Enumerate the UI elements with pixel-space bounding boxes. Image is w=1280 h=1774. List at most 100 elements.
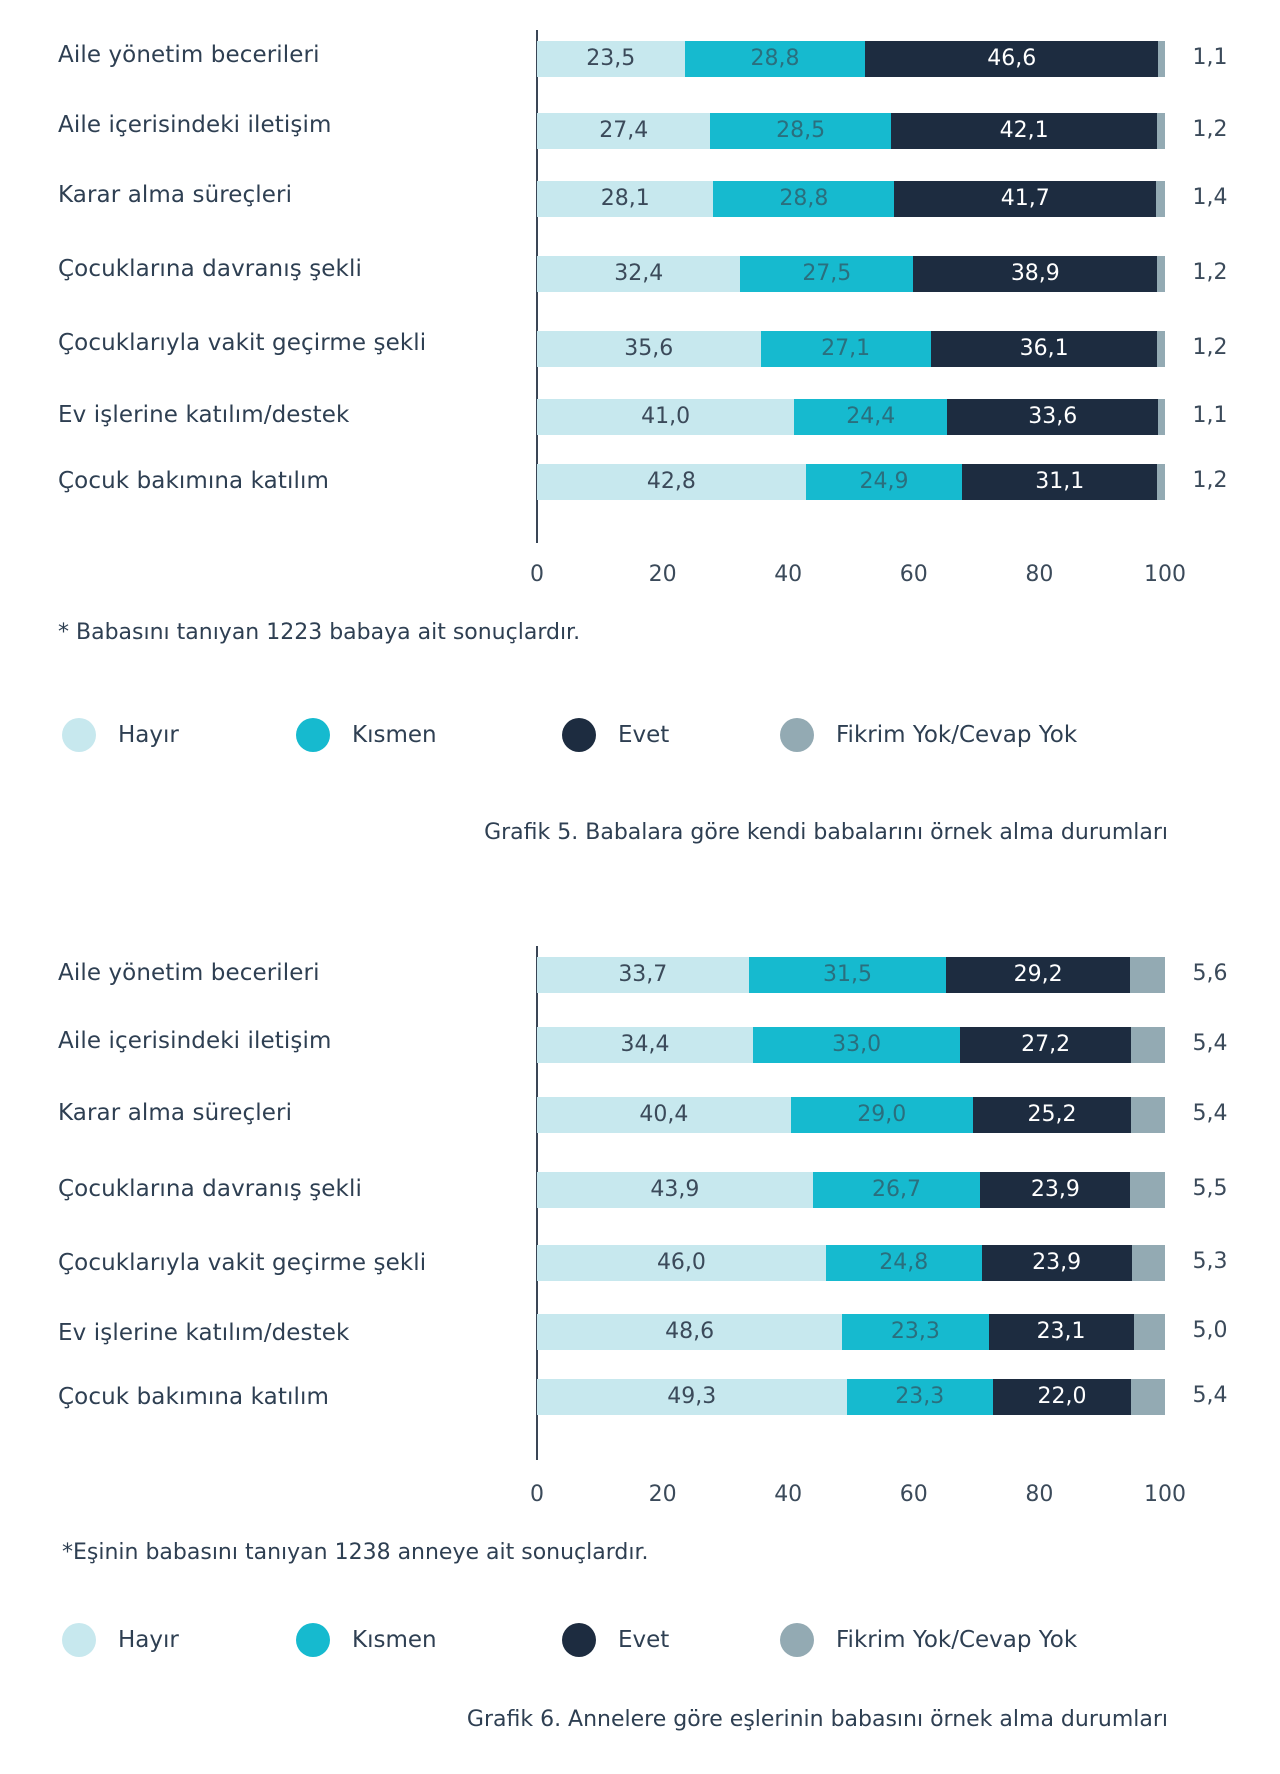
bar-segment-evet xyxy=(947,399,1159,435)
data-label-hayir: 48,6 xyxy=(665,1319,715,1344)
legend-item-hayir: Hayır xyxy=(62,1620,179,1660)
legend-swatch-evet xyxy=(562,718,596,752)
data-label-kismen: 24,8 xyxy=(879,1250,929,1275)
data-label-fikrim: 1,4 xyxy=(1192,185,1228,210)
bar-segment-fikrim xyxy=(1158,41,1165,77)
category-label: Karar alma süreçleri xyxy=(58,1100,293,1126)
data-label-fikrim: 1,2 xyxy=(1192,117,1228,142)
category-label: Ev işlerine katılım/destek xyxy=(58,1320,350,1346)
data-label-fikrim: 5,4 xyxy=(1192,1101,1228,1126)
data-label-hayir: 23,5 xyxy=(586,46,636,71)
bar-segment-kismen xyxy=(805,464,963,500)
bar-segment-kismen xyxy=(748,957,947,993)
data-label-fikrim: 5,4 xyxy=(1192,1031,1228,1056)
data-label-evet: 23,9 xyxy=(1030,1177,1080,1202)
data-label-evet: 23,1 xyxy=(1036,1319,1086,1344)
data-label-kismen: 28,8 xyxy=(750,46,800,71)
bar-segment-hayir xyxy=(537,41,685,77)
legend-label: Fikrim Yok/Cevap Yok xyxy=(836,1627,1078,1653)
data-label-evet: 36,1 xyxy=(1019,336,1069,361)
chart-caption: Grafik 6. Annelere göre eşlerinin babası… xyxy=(466,1707,1168,1732)
bar-segment-hayir xyxy=(537,331,761,367)
data-label-kismen: 28,8 xyxy=(779,186,829,211)
data-label-kismen: 28,5 xyxy=(776,118,826,143)
bar-segment-fikrim xyxy=(1131,1027,1165,1063)
data-label-evet: 42,1 xyxy=(999,118,1049,143)
data-label-fikrim: 1,1 xyxy=(1192,45,1228,70)
bar-segment-hayir xyxy=(537,1027,754,1063)
legend-item-kismen: Kısmen xyxy=(296,1620,437,1660)
bar-segment-evet xyxy=(894,181,1157,217)
data-label-hayir: 28,1 xyxy=(600,186,650,211)
legend-swatch-fikrim xyxy=(780,718,814,752)
legend-item-kismen: Kısmen xyxy=(296,715,437,755)
category-label: Aile içerisindeki iletişim xyxy=(58,112,332,138)
bar-segment-evet xyxy=(992,1379,1132,1415)
data-label-hayir: 42,8 xyxy=(646,469,696,494)
category-label: Çocuklarıyla vakit geçirme şekli xyxy=(58,1250,427,1276)
bar-segment-evet xyxy=(913,256,1158,292)
bar-segment-kismen xyxy=(710,113,891,149)
bar-segment-hayir xyxy=(537,1172,813,1208)
bar-segment-hayir xyxy=(537,464,806,500)
bar-segment-hayir xyxy=(537,1097,791,1133)
data-label-kismen: 23,3 xyxy=(895,1384,945,1409)
bar-segment-evet xyxy=(981,1245,1132,1281)
data-label-evet: 23,9 xyxy=(1032,1250,1082,1275)
data-label-evet: 38,9 xyxy=(1010,261,1060,286)
data-label-hayir: 43,9 xyxy=(650,1177,700,1202)
bar-segment-fikrim xyxy=(1157,331,1165,367)
chart-note: * Babasını tanıyan 1223 babaya ait sonuç… xyxy=(58,620,581,645)
bar-segment-kismen xyxy=(846,1379,993,1415)
category-label: Aile yönetim becerileri xyxy=(58,42,320,68)
x-tick-label: 0 xyxy=(530,1482,544,1507)
x-tick-label: 80 xyxy=(1025,562,1054,587)
legend-item-fikrim: Fikrim Yok/Cevap Yok xyxy=(780,1620,1077,1660)
x-tick-label: 80 xyxy=(1025,1482,1054,1507)
data-label-hayir: 32,4 xyxy=(614,261,664,286)
bar-segment-fikrim xyxy=(1130,1172,1165,1208)
data-label-fikrim: 1,2 xyxy=(1192,260,1228,285)
data-label-evet: 31,1 xyxy=(1035,469,1085,494)
category-label: Ev işlerine katılım/destek xyxy=(58,402,350,428)
bar-segment-evet xyxy=(890,113,1158,149)
data-label-kismen: 29,0 xyxy=(857,1102,907,1127)
bar-segment-kismen xyxy=(753,1027,961,1063)
bar-segment-fikrim xyxy=(1131,1379,1165,1415)
data-label-evet: 29,2 xyxy=(1013,962,1063,987)
x-tick-label: 0 xyxy=(530,562,544,587)
data-label-kismen: 33,0 xyxy=(832,1032,882,1057)
chart-grafik-5: Aile yönetim becerileri 23,5 28,8 46,6 1,1 Ai… xyxy=(58,30,1228,845)
legend-item-fikrim: Fikrim Yok/Cevap Yok xyxy=(780,715,1077,755)
bar-segment-fikrim xyxy=(1129,957,1165,993)
legend-swatch-fikrim xyxy=(780,1623,814,1657)
bar-segment-fikrim xyxy=(1156,181,1165,217)
x-tick-label: 20 xyxy=(648,1482,677,1507)
data-label-evet: 25,2 xyxy=(1027,1102,1077,1127)
category-label: Çocuk bakımına katılım xyxy=(58,468,329,494)
data-label-fikrim: 5,0 xyxy=(1192,1318,1228,1343)
legend-swatch-hayir xyxy=(62,718,96,752)
chart-caption: Grafik 5. Babalara göre kendi babalarını… xyxy=(484,820,1168,845)
legend-swatch-hayir xyxy=(62,1623,96,1657)
bar-segment-evet xyxy=(962,464,1158,500)
data-label-fikrim: 5,6 xyxy=(1192,961,1228,986)
data-label-fikrim: 5,3 xyxy=(1192,1249,1228,1274)
data-label-hayir: 33,7 xyxy=(618,962,668,987)
data-label-evet: 33,6 xyxy=(1028,404,1078,429)
bar-segment-kismen xyxy=(790,1097,973,1133)
chart-grafik-6: Aile yönetim becerileri 33,7 31,5 29,2 5,6 Ai… xyxy=(0,920,1280,1774)
chart-note: *Eşinin babasını tanıyan 1238 anneye ait… xyxy=(62,1540,649,1565)
legend-label: Fikrim Yok/Cevap Yok xyxy=(836,722,1078,748)
data-label-hayir: 27,4 xyxy=(599,118,649,143)
bar-segment-kismen xyxy=(713,181,895,217)
data-label-fikrim: 5,5 xyxy=(1192,1176,1228,1201)
data-label-kismen: 23,3 xyxy=(890,1319,940,1344)
bar-segment-evet xyxy=(946,957,1130,993)
category-label: Çocuk bakımına katılım xyxy=(58,1384,329,1410)
x-tick-label: 60 xyxy=(899,562,928,587)
data-label-kismen: 24,9 xyxy=(859,469,909,494)
x-tick-label: 100 xyxy=(1144,562,1186,587)
bar-segment-evet xyxy=(960,1027,1132,1063)
bar-segment-evet xyxy=(988,1314,1134,1350)
